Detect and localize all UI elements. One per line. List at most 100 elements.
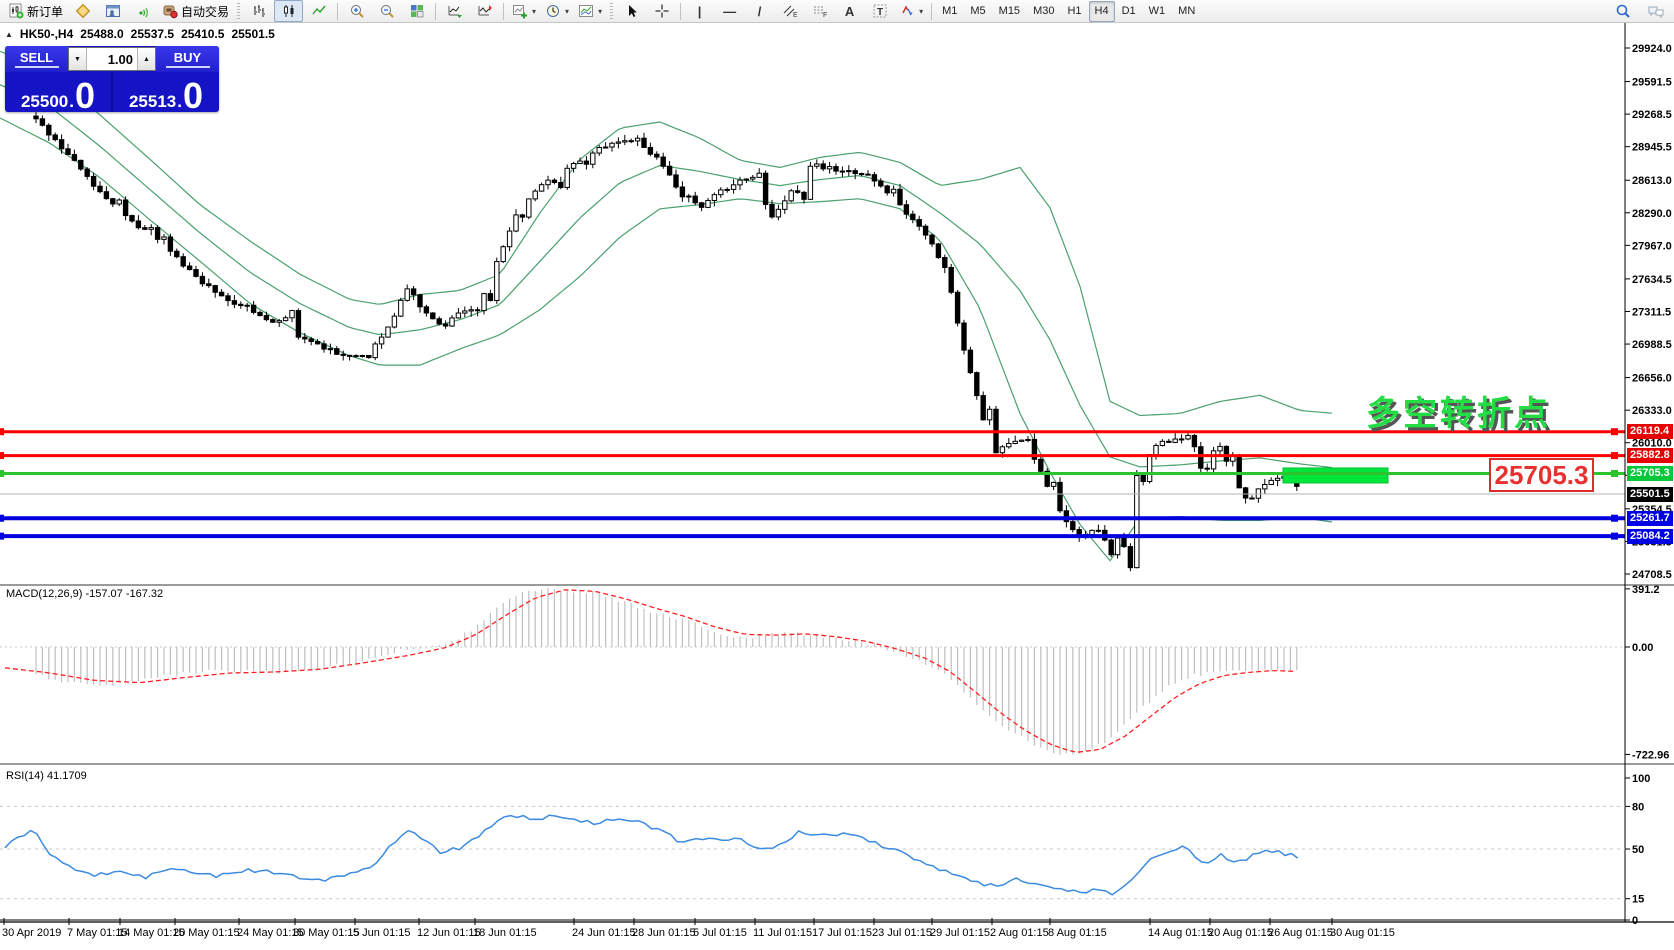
- timeframe-button-d1[interactable]: D1: [1121, 5, 1136, 17]
- price-axis-badge: 26119.4: [1627, 424, 1673, 440]
- svg-text:26010.0: 26010.0: [1632, 438, 1672, 450]
- svg-text:T: T: [877, 7, 883, 18]
- time-axis-label: 11 Jul 01:15: [753, 927, 813, 939]
- ohlc-close: 25501.5: [231, 27, 275, 41]
- sell-button[interactable]: SELL: [5, 46, 68, 72]
- timeframe-button-m5[interactable]: M5: [970, 5, 986, 17]
- search-button[interactable]: [1608, 0, 1637, 22]
- crosshair-icon: [655, 4, 669, 18]
- buy-price-dot: .: [177, 92, 182, 111]
- channel-tool-button[interactable]: E: [775, 0, 804, 22]
- trendline-tool-button[interactable]: /: [745, 0, 774, 22]
- svg-text:391.2: 391.2: [1632, 584, 1660, 596]
- buy-button[interactable]: BUY: [156, 46, 219, 72]
- time-axis-label: 5 Jul 01:15: [693, 927, 747, 939]
- chart-annotation-text: 多空转折点: [1366, 395, 1551, 433]
- timeframe-button-m1[interactable]: M1: [942, 5, 958, 17]
- clock-icon: [547, 5, 560, 17]
- price-axis-badge: 25882.8: [1627, 448, 1673, 464]
- auto-trading-icon: [163, 5, 178, 19]
- fibonacci-tool-button[interactable]: F: [805, 0, 834, 22]
- auto-trading-button[interactable]: 自动交易: [158, 0, 233, 22]
- zoom-in-button[interactable]: [342, 0, 371, 22]
- text-label-icon: T: [873, 4, 887, 18]
- chat-bubbles-icon: [1648, 6, 1663, 19]
- fibonacci-icon: F: [813, 6, 827, 19]
- svg-text:F: F: [823, 12, 827, 19]
- line-chart-type-button[interactable]: [304, 0, 333, 22]
- svg-text:0: 0: [1632, 915, 1638, 927]
- time-axis-label: 30 Aug 01:15: [1330, 927, 1395, 939]
- main-toolbar: 新订单: [0, 0, 1674, 23]
- svg-text:27967.0: 27967.0: [1632, 240, 1672, 252]
- signal-waves-icon: [138, 7, 148, 18]
- signals-button[interactable]: [128, 0, 157, 22]
- sell-underline: [14, 66, 59, 68]
- market-watch-button[interactable]: [68, 0, 97, 22]
- svg-text:28613.0: 28613.0: [1632, 175, 1672, 187]
- time-axis[interactable]: 30 Apr 2019 7 May 01:15 14 May 01:15 20 May…: [0, 925, 1674, 947]
- buy-underline: [165, 66, 210, 68]
- bar-chart-type-button[interactable]: [244, 0, 273, 22]
- time-axis-label: 12 Jun 01:15: [417, 927, 481, 939]
- auto-scroll-button[interactable]: [440, 0, 469, 22]
- time-axis-label: 14 Aug 01:15: [1148, 927, 1213, 939]
- timeframe-button-h4[interactable]: H4: [1088, 0, 1115, 22]
- volume-input[interactable]: 1.00: [107, 51, 133, 67]
- tile-windows-button[interactable]: [402, 0, 431, 22]
- dropdown-caret-icon: ▾: [598, 6, 603, 16]
- arrows-tool-button[interactable]: ▾: [895, 0, 927, 22]
- label-tool-button[interactable]: T: [865, 0, 894, 22]
- volume-increase-button[interactable]: ▲: [137, 48, 155, 70]
- svg-text:29591.5: 29591.5: [1632, 77, 1672, 89]
- volume-decrease-button[interactable]: ▼: [69, 48, 87, 70]
- community-chat-button[interactable]: [1641, 0, 1670, 22]
- svg-text:28290.0: 28290.0: [1632, 208, 1672, 220]
- horizontal-line-tool-button[interactable]: —: [715, 0, 744, 22]
- periods-button[interactable]: ▾: [541, 0, 573, 22]
- charts-window-button[interactable]: [98, 0, 127, 22]
- sell-label: SELL: [19, 50, 54, 65]
- cursor-tool-button[interactable]: [617, 0, 646, 22]
- rsi-indicator-label: RSI(14) 41.1709: [6, 770, 87, 782]
- ohlc-low: 25410.5: [181, 27, 225, 41]
- trendline-icon: /: [757, 3, 762, 19]
- svg-text:E: E: [793, 12, 798, 19]
- timeframe-button-m15[interactable]: M15: [998, 5, 1021, 17]
- text-tool-icon: A: [844, 3, 855, 19]
- new-order-button[interactable]: 新订单: [4, 0, 67, 22]
- candlestick-type-button[interactable]: [274, 0, 304, 22]
- chart-window-icon: [105, 5, 120, 17]
- auto-scroll-icon: [448, 6, 462, 18]
- text-tool-button[interactable]: A: [835, 0, 864, 22]
- chart-shift-button[interactable]: [470, 0, 499, 22]
- timeframe-button-m30[interactable]: M30: [1033, 5, 1055, 17]
- timeframe-button-mn[interactable]: MN: [1178, 5, 1196, 17]
- sell-price[interactable]: 25500 . 0: [5, 72, 113, 112]
- buy-price[interactable]: 25513 . 0: [113, 72, 219, 112]
- line-chart-icon: [311, 5, 326, 15]
- equidistant-channel-icon: E: [783, 5, 798, 19]
- svg-text:27634.5: 27634.5: [1632, 274, 1672, 286]
- symbol-timeframe-label: HK50-,H4: [19, 27, 74, 41]
- time-axis-label: 30 May 01:15: [293, 927, 360, 939]
- time-axis-label: 5 Jun 01:15: [353, 927, 411, 939]
- vertical-line-tool-button[interactable]: |: [685, 0, 714, 22]
- timeframe-button-w1[interactable]: W1: [1148, 5, 1166, 17]
- toolbar-separator: [435, 2, 437, 20]
- zoom-out-button[interactable]: [372, 0, 401, 22]
- buy-label: BUY: [173, 50, 202, 65]
- ohlc-open: 25488.0: [80, 27, 124, 41]
- indicators-button[interactable]: ▾: [508, 0, 540, 22]
- chart-title-bar: ▲ HK50-,H4 25488.0 25537.5 25410.5 25501…: [5, 27, 275, 41]
- templates-button[interactable]: ▾: [574, 0, 606, 22]
- new-order-label: 新订单: [27, 4, 64, 19]
- svg-text:100: 100: [1632, 773, 1650, 785]
- vertical-line-icon: |: [697, 3, 702, 19]
- time-axis-label: 20 Aug 01:15: [1208, 927, 1273, 939]
- crosshair-tool-button[interactable]: [647, 0, 676, 22]
- collapse-triangle-icon[interactable]: ▲: [5, 29, 13, 39]
- timeframe-button-h1[interactable]: H1: [1067, 5, 1082, 17]
- price-axis-badge: 25084.2: [1627, 528, 1673, 544]
